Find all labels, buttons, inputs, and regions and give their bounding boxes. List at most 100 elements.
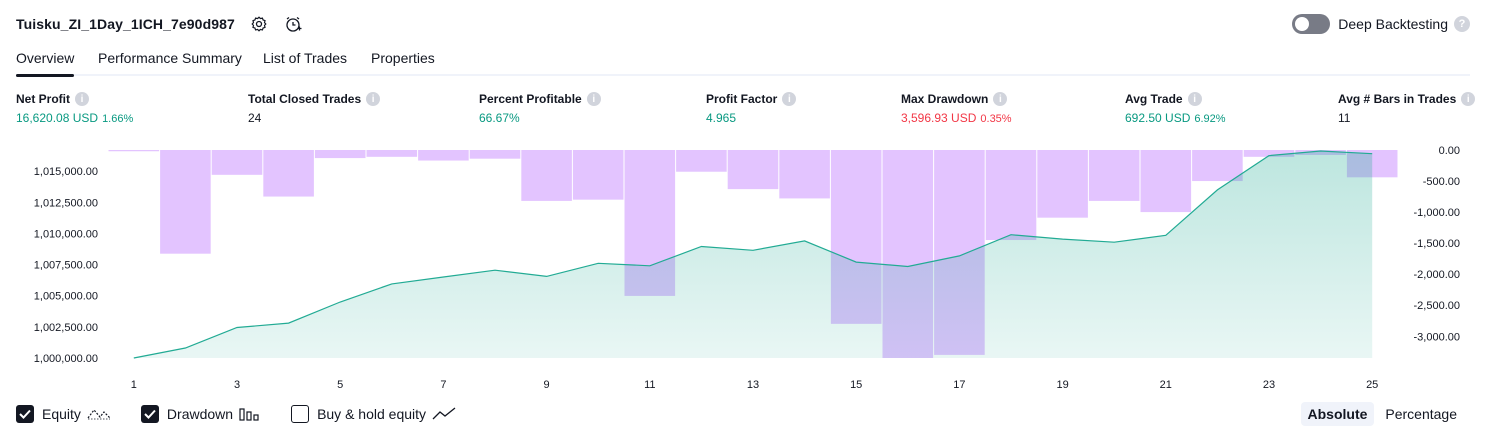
x-tick-label: 3 (234, 379, 240, 391)
y-right-tick-label: -3,000.00 (1414, 331, 1460, 343)
metric-value: 692.50 USD (1125, 111, 1190, 125)
equity-drawdown-chart[interactable]: 1,015,000.00 1,012,500.00 1,010,000.00 1,00… (0, 140, 1486, 400)
metrics-row: Net Profit i 16,620.08 USD 1.66% Total Clo… (0, 92, 1486, 132)
legend-drawdown[interactable]: Drawdown (141, 405, 261, 423)
scale-mode-switch: Absolute Percentage (1297, 401, 1465, 427)
x-tick-label: 9 (544, 379, 550, 391)
drawdown-bar (779, 150, 830, 198)
metric-percent: 1.66% (102, 113, 133, 125)
info-icon[interactable]: i (1461, 92, 1475, 106)
toggle-knob (1295, 17, 1309, 31)
y-left-tick-label: 1,007,500.00 (34, 260, 98, 272)
tab-performance-summary[interactable]: Performance Summary (98, 50, 242, 66)
legend-equity[interactable]: Equity (16, 405, 111, 423)
drawdown-bar (315, 150, 366, 158)
drawdown-bar (367, 150, 418, 157)
metric-value: 66.67% (479, 111, 520, 125)
y-left-tick-label: 1,015,000.00 (34, 166, 98, 178)
metric-max-drawdown: Max Drawdown i 3,596.93 USD 0.35% (901, 92, 1012, 125)
metric-value: 4.965 (706, 111, 736, 125)
info-icon[interactable]: i (366, 92, 380, 106)
y-left-tick-label: 1,005,000.00 (34, 291, 98, 303)
gear-icon[interactable] (249, 14, 269, 34)
x-tick-label: 25 (1366, 379, 1378, 391)
metric-label: Total Closed Trades (248, 92, 361, 106)
metric-percent-profitable: Percent Profitable i 66.67% (479, 92, 601, 125)
info-icon[interactable]: i (75, 92, 89, 106)
x-tick-label: 19 (1056, 379, 1068, 391)
metric-label: Avg # Bars in Trades (1338, 92, 1456, 106)
legend-buy-hold-equity[interactable]: Buy & hold equity (291, 405, 456, 423)
tab-properties[interactable]: Properties (371, 50, 435, 66)
drawdown-bar (1141, 150, 1192, 212)
drawdown-bar (521, 150, 572, 201)
metric-value: 16,620.08 USD (16, 111, 98, 125)
metric-value: 24 (248, 111, 261, 125)
metric-percent: 0.35% (980, 113, 1011, 125)
metric-profit-factor: Profit Factor i 4.965 (706, 92, 796, 125)
right-axis: 0.00 -500.00 -1,000.00 -1,500.00 -2,000.00 -2… (1414, 145, 1460, 343)
x-tick-label: 17 (953, 379, 965, 391)
drawdown-bar (676, 150, 727, 172)
percentage-button[interactable]: Percentage (1378, 402, 1464, 426)
y-right-tick-label: -2,000.00 (1414, 269, 1460, 281)
metric-avg-bars-in-trades: Avg # Bars in Trades i 11 (1338, 92, 1475, 125)
info-icon[interactable]: i (993, 92, 1007, 106)
info-icon[interactable]: i (782, 92, 796, 106)
metric-label: Profit Factor (706, 92, 777, 106)
y-right-tick-label: -1,000.00 (1414, 207, 1460, 219)
metric-net-profit: Net Profit i 16,620.08 USD 1.66% (16, 92, 133, 125)
x-tick-label: 21 (1160, 379, 1172, 391)
metric-total-closed-trades: Total Closed Trades i 24 (248, 92, 380, 125)
y-right-tick-label: -2,500.00 (1414, 300, 1460, 312)
strategy-name: Tuisku_ZI_1Day_1ICH_7e90d987 (16, 16, 235, 32)
alert-clock-icon[interactable] (283, 14, 303, 34)
x-tick-label: 15 (850, 379, 862, 391)
x-tick-label: 11 (644, 379, 655, 391)
buy-hold-checkbox[interactable] (291, 405, 309, 423)
tab-overview[interactable]: Overview (16, 50, 74, 66)
absolute-button[interactable]: Absolute (1301, 402, 1375, 426)
legend-label: Buy & hold equity (317, 406, 426, 422)
drawdown-checkbox[interactable] (141, 405, 159, 423)
drawdown-bar (1089, 150, 1140, 201)
metric-value: 3,596.93 USD (901, 111, 976, 125)
x-tick-label: 5 (337, 379, 343, 391)
metric-label: Percent Profitable (479, 92, 582, 106)
metric-label: Avg Trade (1125, 92, 1183, 106)
drawdown-bar (212, 150, 263, 175)
drawdown-bar (109, 150, 160, 151)
y-right-tick-label: -1,500.00 (1414, 238, 1460, 250)
chart-legend: Equity Drawdown Buy & hold equity (16, 403, 486, 425)
x-tick-label: 7 (440, 379, 446, 391)
drawdown-bar (418, 150, 469, 161)
metric-percent: 6.92% (1194, 113, 1225, 125)
y-left-tick-label: 1,010,000.00 (34, 228, 98, 240)
metric-value: 11 (1338, 111, 1350, 125)
header: Tuisku_ZI_1Day_1ICH_7e90d987 (16, 12, 303, 36)
y-right-tick-label: 0.00 (1439, 145, 1460, 157)
y-left-tick-label: 1,002,500.00 (34, 322, 98, 334)
x-tick-label: 1 (131, 379, 137, 391)
drawdown-bar (573, 150, 624, 200)
drawdown-bars-icon (239, 406, 261, 422)
legend-label: Drawdown (167, 406, 233, 422)
drawdown-bar (1192, 150, 1243, 181)
deep-backtesting-toggle[interactable] (1292, 14, 1330, 34)
tab-bar: Overview Performance Summary List of Tra… (16, 44, 1470, 76)
equity-checkbox[interactable] (16, 405, 34, 423)
metric-label: Net Profit (16, 92, 70, 106)
deep-backtesting-label: Deep Backtesting (1338, 16, 1448, 32)
help-icon[interactable]: ? (1454, 16, 1470, 32)
legend-label: Equity (42, 406, 81, 422)
equity-line-icon (87, 406, 111, 422)
tab-list-of-trades[interactable]: List of Trades (263, 50, 347, 66)
drawdown-bar (470, 150, 521, 159)
drawdown-bar (986, 150, 1037, 240)
x-axis: 1 3 5 7 9 11 13 15 17 19 21 23 25 (131, 379, 1379, 391)
x-tick-label: 13 (747, 379, 759, 391)
y-left-tick-label: 1,000,000.00 (34, 353, 98, 365)
info-icon[interactable]: i (1188, 92, 1202, 106)
y-right-tick-label: -500.00 (1423, 176, 1460, 188)
info-icon[interactable]: i (587, 92, 601, 106)
